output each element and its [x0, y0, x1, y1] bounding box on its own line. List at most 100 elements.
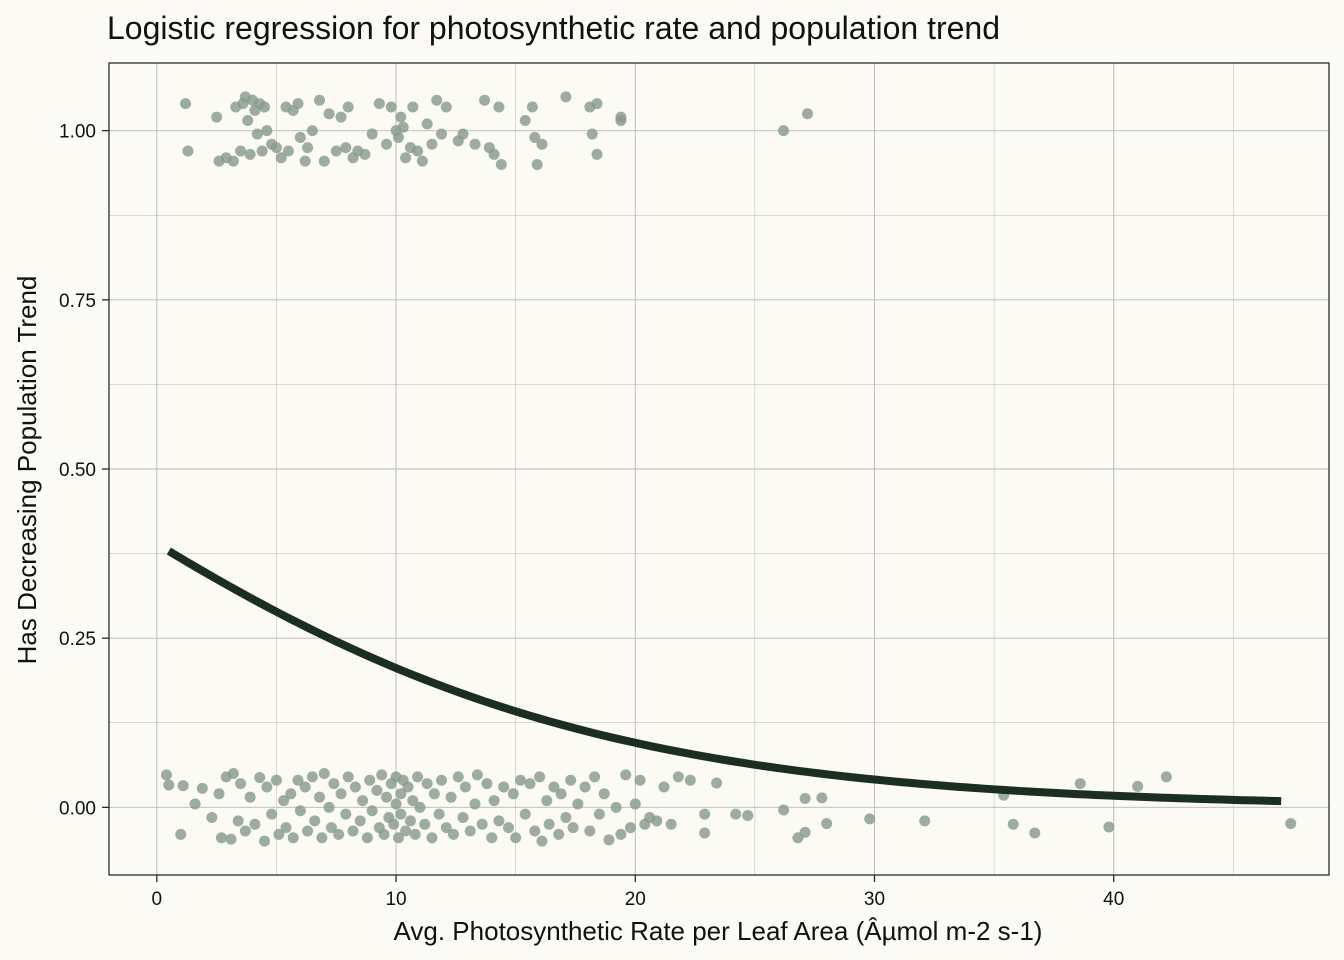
- data-point: [215, 832, 227, 844]
- data-point: [1285, 818, 1297, 830]
- data-point: [249, 818, 261, 830]
- data-point: [799, 826, 811, 838]
- data-point: [421, 778, 433, 790]
- data-point: [282, 145, 294, 157]
- y-tick-label: 1.00: [59, 122, 96, 143]
- data-point: [414, 801, 426, 813]
- data-point: [593, 808, 605, 820]
- data-point: [416, 155, 428, 167]
- data-point: [620, 769, 632, 781]
- data-point: [407, 795, 419, 807]
- data-point: [586, 128, 598, 140]
- data-point: [402, 781, 414, 793]
- data-point: [524, 778, 536, 790]
- data-point: [349, 781, 361, 793]
- data-point: [1074, 778, 1086, 790]
- x-tick-label: 0: [152, 889, 163, 910]
- data-point: [864, 813, 876, 825]
- data-point: [400, 825, 412, 837]
- data-point: [476, 818, 488, 830]
- data-point: [330, 145, 342, 157]
- data-point: [160, 769, 172, 781]
- data-point: [292, 98, 304, 110]
- data-point: [302, 142, 314, 154]
- data-point: [1103, 821, 1115, 833]
- data-point: [699, 827, 711, 839]
- data-point: [412, 145, 424, 157]
- data-point: [502, 822, 514, 834]
- data-point: [536, 138, 548, 150]
- data-point: [189, 798, 201, 810]
- data-point: [457, 811, 469, 823]
- data-point: [325, 822, 337, 834]
- data-point: [464, 825, 476, 837]
- data-point: [1160, 771, 1172, 783]
- data-point: [380, 138, 392, 150]
- data-point: [302, 825, 314, 837]
- data-point: [409, 828, 421, 840]
- data-point: [287, 832, 299, 844]
- data-point: [428, 788, 440, 800]
- data-point: [404, 815, 416, 827]
- data-point: [1132, 780, 1144, 792]
- data-point: [919, 815, 931, 827]
- data-point: [261, 781, 273, 793]
- x-axis-ticks: 0 10 20 30 40: [152, 875, 1124, 910]
- data-point: [624, 822, 636, 834]
- scatter-points: [160, 91, 1297, 847]
- data-point: [335, 111, 347, 123]
- x-tick-label: 40: [1103, 889, 1124, 910]
- data-point: [699, 808, 711, 820]
- data-point: [323, 108, 335, 120]
- data-point: [526, 101, 538, 113]
- data-point: [385, 101, 397, 113]
- data-point: [242, 115, 254, 127]
- data-point: [495, 159, 507, 170]
- data-point: [235, 778, 247, 790]
- data-point: [1029, 827, 1041, 839]
- data-point: [572, 798, 584, 810]
- data-point: [514, 774, 526, 786]
- data-point: [275, 152, 287, 164]
- data-point: [730, 808, 742, 820]
- data-point: [634, 774, 646, 786]
- data-point: [280, 822, 292, 834]
- data-point: [615, 828, 627, 840]
- data-point: [211, 111, 223, 123]
- data-point: [440, 822, 452, 834]
- data-point: [378, 828, 390, 840]
- y-axis-label: Has Decreasing Population Trend: [12, 276, 42, 665]
- data-point: [488, 795, 500, 807]
- data-point: [395, 788, 407, 800]
- data-point: [392, 131, 404, 143]
- data-point: [479, 94, 491, 106]
- data-point: [519, 808, 531, 820]
- data-point: [445, 791, 457, 803]
- data-point: [376, 769, 388, 781]
- data-point: [548, 781, 560, 793]
- data-point: [299, 781, 311, 793]
- data-point: [333, 828, 345, 840]
- gridlines: [109, 63, 1329, 875]
- data-point: [227, 768, 239, 779]
- data-point: [419, 818, 431, 830]
- data-point: [584, 825, 596, 837]
- data-point: [357, 795, 369, 807]
- data-point: [235, 145, 247, 157]
- data-point: [306, 125, 318, 137]
- data-point: [318, 155, 330, 167]
- data-point: [400, 152, 412, 164]
- data-point: [567, 822, 579, 834]
- y-tick-label: 0.75: [59, 291, 96, 312]
- data-point: [665, 818, 677, 830]
- data-point: [258, 835, 270, 847]
- data-point: [299, 155, 311, 167]
- data-point: [536, 835, 548, 847]
- data-point: [589, 771, 601, 783]
- data-point: [180, 98, 192, 110]
- data-point: [328, 778, 340, 790]
- data-point: [493, 815, 505, 827]
- data-point: [778, 804, 790, 816]
- data-point: [227, 155, 239, 167]
- data-point: [177, 780, 189, 792]
